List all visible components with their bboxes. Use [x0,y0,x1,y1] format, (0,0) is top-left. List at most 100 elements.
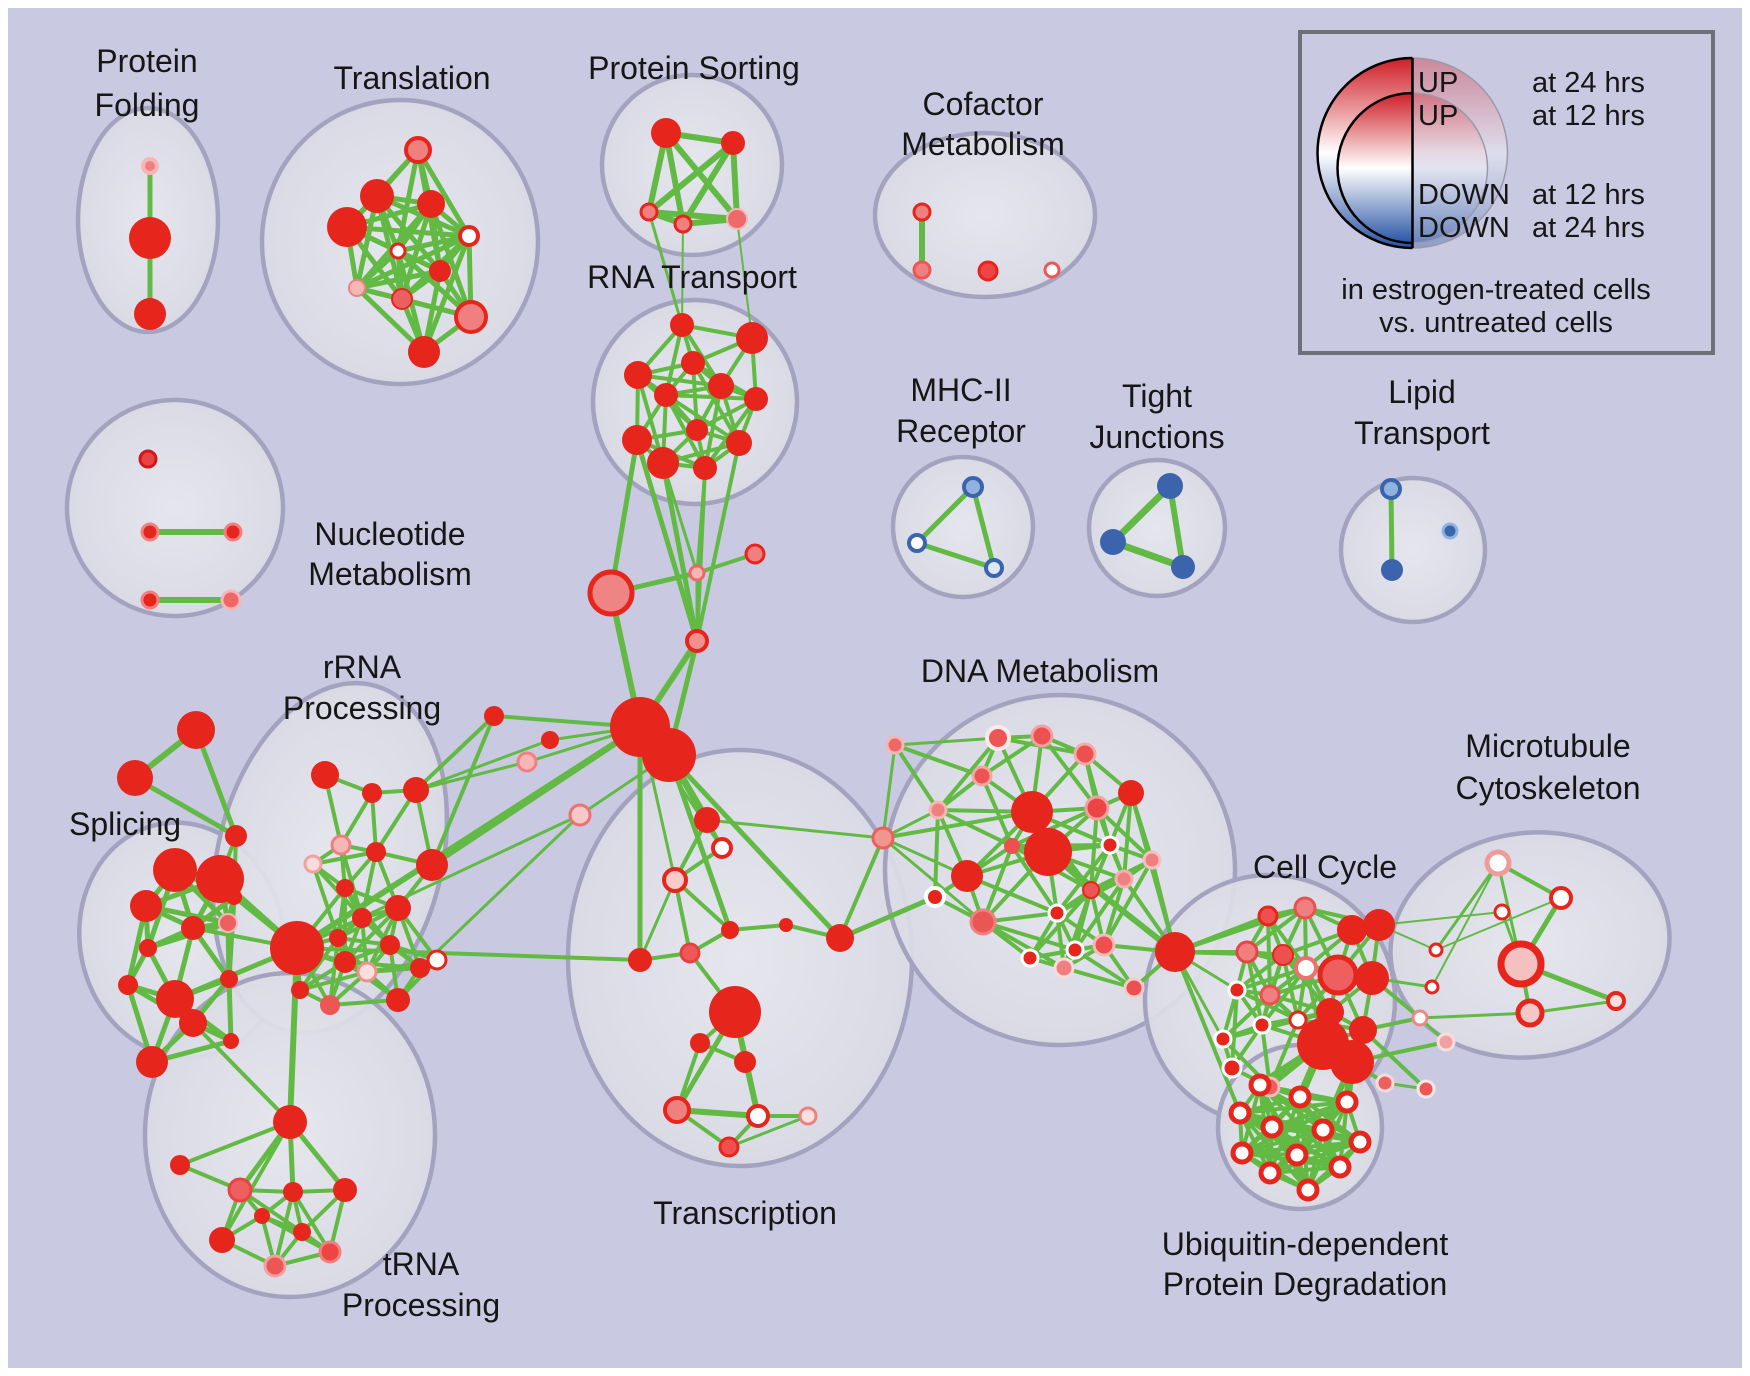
network-node-rr3 [403,777,429,803]
network-node-f3 [225,825,247,847]
network-node-mt2 [1549,886,1573,910]
network-nodes [117,118,1626,1278]
network-edge [970,486,997,569]
network-edge [839,894,936,941]
network-node-sp3 [130,890,162,922]
network-edge [882,810,1033,840]
cluster-label-rna-transport: RNA Transport [587,259,797,295]
cluster-label-lipid-transport: Lipid Transport [1354,374,1490,451]
cluster-label-protein-folding: Protein Folding [95,43,200,123]
network-node-rr7 [336,879,354,897]
network-node-tx3 [662,867,688,893]
network-node-t1 [404,136,432,164]
network-node-mt10 [1436,1032,1456,1052]
network-edge [736,218,753,339]
network-edge [1388,488,1395,571]
network-node-r11 [647,447,679,479]
network-node-rr20 [426,949,448,971]
network-node-tx14 [746,1104,770,1128]
network-node-r6 [708,373,734,399]
network-node-j2 [1100,529,1126,555]
network-edge [1260,966,1308,1027]
network-node-r4 [624,361,652,389]
network-edge [299,970,368,992]
network-edge [608,439,640,594]
network-edge [220,1121,292,1241]
network-edge [312,850,377,866]
network-edge [663,132,686,225]
network-node-rr8 [416,849,448,881]
cluster-label-dna-metabolism: DNA Metabolism [921,653,1159,689]
network-node-cc6 [1272,944,1294,966]
network-node-s3 [639,202,659,222]
network-node-t11 [408,336,440,368]
network-edge [418,813,582,970]
network-node-j1 [1157,473,1183,499]
network-node-rr19 [386,988,410,1012]
network-node-t7 [429,260,451,282]
network-node-cn9 [871,826,895,850]
cluster-label-mhc-ii-receptor: MHC-II Receptor [896,372,1026,449]
network-node-tn0 [273,1105,307,1139]
legend-note-line-2: vs. untreated cells [1379,307,1613,339]
network-node-t4 [327,207,367,247]
network-node-cn3 [568,803,592,827]
network-node-u6 [1311,1118,1335,1142]
legend-row-2-time: at 12 hrs [1532,100,1645,132]
network-node-d14 [924,886,946,908]
network-node-sp1 [153,848,197,892]
network-node-mt4 [1497,940,1545,988]
network-node-s2 [721,131,745,155]
network-edge [1435,897,1562,951]
network-edge [415,760,528,792]
network-node-sp13 [136,1046,168,1078]
network-node-cn4 [541,731,559,749]
cluster-label-translation: Translation [333,60,490,96]
network-node-cc9 [1355,961,1389,995]
network-edge [916,540,995,571]
network-node-sp4 [181,916,205,940]
network-node-mt9 [1411,1009,1429,1027]
network-node-tn9 [263,1254,287,1278]
network-node-pf1 [141,157,159,175]
network-node-tn6 [254,1208,270,1224]
network-edge [1431,862,1499,988]
network-edge [1245,951,1264,1026]
network-node-tx16 [718,1136,740,1158]
legend-row-1-direction: UP [1418,67,1458,99]
cluster-label-nucleotide-metabolism: Nucleotide Metabolism [308,516,472,592]
network-edge [1046,849,1177,955]
network-node-cc5 [1235,940,1259,964]
network-node-r3 [681,351,705,375]
network-node-rr15 [356,961,378,983]
network-node-rr17 [291,981,309,999]
network-node-sp5 [226,889,242,905]
cluster-ellipse-mhc-ii-receptor [890,454,1036,600]
network-edge [706,818,884,840]
network-node-r12 [693,456,717,480]
network-node-tx8 [779,918,793,932]
cluster-label-ubiquitin-degradation: Ubiquitin-dependent Protein Degradation [1162,1226,1449,1302]
network-edge [660,462,700,642]
network-edge [936,736,1000,812]
network-node-r9 [686,419,708,441]
network-edge [1010,844,1059,915]
network-edge [397,233,470,254]
network-node-tn2 [227,1177,253,1203]
network-node-cc13 [1213,1029,1233,1049]
network-node-d19 [1020,948,1040,968]
network-edge [1110,483,1173,545]
network-node-u8 [1230,1141,1254,1165]
network-node-d5 [928,800,948,820]
network-node-cn7 [744,543,766,565]
network-node-u2 [1288,1085,1312,1109]
network-edge [1241,1128,1324,1155]
network-node-pf2 [129,217,171,259]
network-edge [1122,792,1133,880]
network-node-d21 [1092,933,1116,957]
network-edge [1378,911,1503,926]
network-edge [661,462,699,574]
network-edge [415,148,472,238]
network-node-cc2 [1293,896,1317,920]
network-node-d15 [969,908,997,936]
